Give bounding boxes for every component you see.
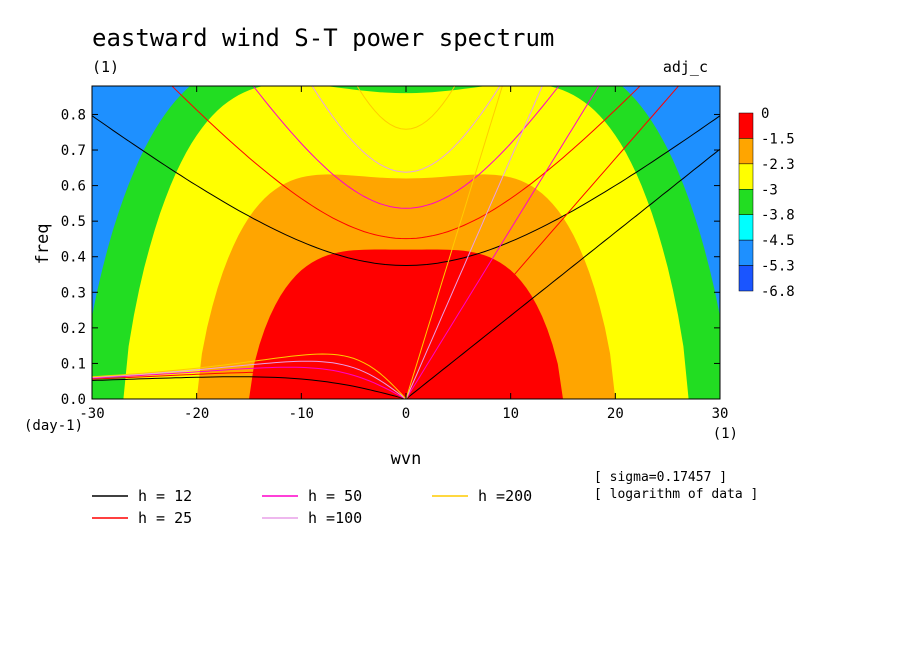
y-tick-label: 0.8 (61, 107, 86, 123)
dispersion-curve-h200-2 (356, 86, 456, 130)
colorbar-swatch (738, 189, 754, 215)
colorbar: 0 -1.5 -2.3 -3 -3.8 -4.5 -5.3 -6.8 (738, 106, 795, 300)
x-tick-label: -30 (79, 406, 104, 422)
chart-title: eastward wind S-T power spectrum (92, 24, 554, 52)
chart-subtitle-left: (1) (92, 58, 119, 76)
dispersion-curves-layer (92, 86, 720, 399)
colorbar-swatch (738, 265, 754, 292)
legend-label: h = 50 (308, 487, 362, 505)
colorbar-label: -6.8 (761, 284, 795, 300)
dispersion-curve-h200-1 (92, 353, 407, 399)
y-tick-label: 0.4 (61, 250, 86, 266)
legend: h = 12 h = 25 h = 50 h =100 h =200 (92, 487, 532, 527)
chart-subtitle-right: adj_c (663, 58, 708, 76)
colorbar-swatch (738, 214, 754, 241)
dispersion-curve-h25-2 (171, 86, 641, 240)
dispersion-curve-h50-0 (405, 86, 600, 399)
y-tick-label: 0.5 (61, 214, 86, 230)
colorbar-swatch (738, 163, 754, 190)
dispersion-curve-h50-1 (92, 366, 407, 399)
dispersion-curve-h100-2 (311, 86, 501, 173)
dispersion-curve-h25-0 (405, 86, 680, 399)
dispersion-curve-h12-1 (92, 376, 407, 399)
dispersion-curve-h100-1 (92, 360, 407, 399)
y-tick-label: 0.6 (61, 179, 86, 195)
colorbar-swatch (738, 239, 754, 266)
dispersion-curve-h12-0 (405, 148, 720, 399)
x-axis-ticks: -30 -20 -10 0 10 20 30 (79, 86, 728, 422)
y-tick-label: 0.3 (61, 285, 86, 301)
colorbar-label: -1.5 (761, 131, 795, 147)
x-tick-label: 30 (712, 406, 729, 422)
legend-label: h =200 (478, 487, 532, 505)
contour-fill-layer (92, 86, 720, 399)
colorbar-label: -2.3 (761, 157, 795, 173)
colorbar-label: 0 (761, 106, 769, 122)
y-tick-label: 0.1 (61, 356, 86, 372)
x-tick-label: 0 (402, 406, 410, 422)
x-tick-label: -20 (184, 406, 209, 422)
legend-label: h = 12 (138, 487, 192, 505)
legend-label: h = 25 (138, 509, 192, 527)
y-unit-label: (day-1) (24, 418, 83, 434)
y-axis-ticks: 0.0 0.1 0.2 0.3 0.4 0.5 0.6 0.7 0.8 (61, 107, 720, 408)
x-tick-label: -10 (289, 406, 314, 422)
dispersion-curve-h25-1 (92, 371, 407, 399)
colorbar-label: -4.5 (761, 233, 795, 249)
logarithm-note: [ logarithm of data ] (594, 487, 758, 502)
sigma-note: [ sigma=0.17457 ] (594, 470, 727, 485)
x-unit-label: (1) (713, 426, 738, 442)
y-tick-label: 0.7 (61, 143, 86, 159)
colorbar-swatch (738, 112, 754, 139)
y-tick-label: 0.0 (61, 392, 86, 408)
dispersion-curve-h200-0 (405, 86, 503, 399)
y-tick-label: 0.2 (61, 321, 86, 337)
colorbar-label: -5.3 (761, 259, 795, 275)
colorbar-swatch (738, 138, 754, 165)
legend-label: h =100 (308, 509, 362, 527)
y-axis-label: freq (33, 224, 53, 265)
x-tick-label: 10 (502, 406, 519, 422)
dispersion-curve-h12-2 (92, 115, 720, 267)
colorbar-label: -3.8 (761, 208, 795, 224)
colorbar-label: -3 (761, 182, 778, 198)
dispersion-curve-h100-0 (405, 86, 543, 399)
x-axis-label: wvn (391, 449, 422, 469)
dispersion-curve-h50-2 (252, 86, 560, 209)
x-tick-label: 20 (607, 406, 624, 422)
contour-level-4 (249, 249, 563, 399)
